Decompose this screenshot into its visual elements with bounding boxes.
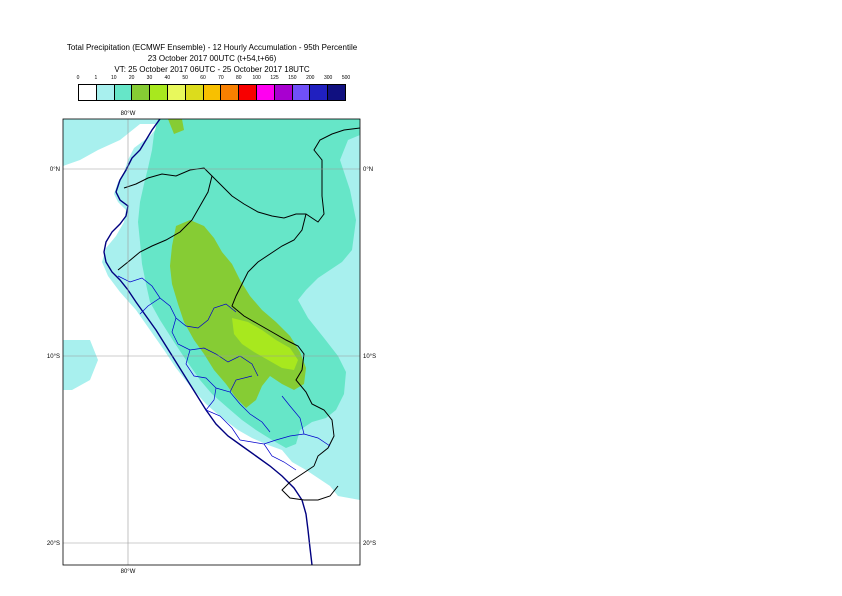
lon-label-bottom: 80°W bbox=[121, 569, 136, 575]
legend-tick-label: 20 bbox=[128, 75, 135, 81]
legend-swatch bbox=[274, 85, 293, 100]
precipitation-legend-bar bbox=[78, 84, 346, 101]
legend-swatch bbox=[150, 85, 168, 100]
legend-tick-label: 50 bbox=[182, 75, 188, 81]
legend-tick-label: 10 bbox=[110, 75, 117, 81]
legend-swatch bbox=[256, 85, 275, 100]
legend-swatch bbox=[203, 85, 222, 100]
valid-time-label: VT: 25 October 2017 06UTC - 25 October 2… bbox=[114, 65, 310, 74]
legend-swatch bbox=[328, 85, 345, 100]
country-border bbox=[123, 127, 360, 223]
legend-tick-label: 60 bbox=[200, 75, 206, 81]
precip-area-light bbox=[63, 340, 98, 390]
graticule bbox=[63, 119, 360, 565]
legend-swatch bbox=[167, 85, 186, 100]
precip-area-lime bbox=[232, 318, 298, 370]
coastline bbox=[103, 119, 313, 565]
legend-swatch bbox=[114, 85, 133, 100]
legend-tick-label: 80 bbox=[236, 75, 242, 81]
lat-label-left-0n: 0°N bbox=[50, 167, 60, 173]
legend-swatch bbox=[292, 85, 311, 100]
lat-label-right-10s: 10°S bbox=[363, 354, 376, 360]
legend-tick-label: 40 bbox=[164, 75, 171, 81]
legend-tick-label: 500 bbox=[341, 75, 351, 81]
legend-tick-label: 150 bbox=[288, 75, 297, 81]
precip-area-green bbox=[168, 119, 184, 134]
legend-swatch bbox=[132, 85, 151, 100]
map-frame bbox=[62, 118, 361, 566]
region-border bbox=[117, 275, 331, 471]
country-border bbox=[117, 175, 213, 271]
legend-tick-label: 0 bbox=[76, 75, 80, 81]
lat-label-right-20s: 20°S bbox=[363, 541, 376, 547]
legend-tick-label: 100 bbox=[252, 75, 261, 81]
map-content bbox=[63, 119, 360, 565]
lon-label-top: 80°W bbox=[121, 111, 136, 117]
lat-label-left-20s: 20°S bbox=[47, 541, 60, 547]
precip-area-light bbox=[63, 119, 110, 155]
legend-tick-label: 200 bbox=[306, 75, 315, 81]
lat-label-left-10s: 10°S bbox=[47, 354, 60, 360]
legend-swatch bbox=[185, 85, 204, 100]
legend-swatch bbox=[239, 85, 257, 100]
legend-swatch bbox=[310, 85, 329, 100]
country-border bbox=[281, 465, 339, 501]
legend-swatch bbox=[96, 85, 115, 100]
legend-tick-labels: 0 1 10 20 30 40 50 60 70 80 100 125 150 200 300 500 bbox=[0, 75, 842, 84]
legend-tick-label: 300 bbox=[323, 75, 333, 81]
legend-tick-label: 125 bbox=[270, 75, 279, 81]
lat-label-right-0n: 0°N bbox=[363, 167, 373, 173]
precip-area-medium bbox=[210, 119, 310, 160]
legend-tick-label: 1 bbox=[94, 75, 98, 81]
legend-tick-label: 30 bbox=[146, 75, 153, 81]
country-border bbox=[231, 213, 335, 467]
legend-tick-label: 70 bbox=[218, 75, 224, 81]
map-title: Total Precipitation (ECMWF Ensemble) - 1… bbox=[66, 43, 358, 52]
legend-swatch bbox=[221, 85, 240, 100]
legend-swatch bbox=[79, 85, 97, 100]
base-time-label: 23 October 2017 00UTC (t+54,t+66) bbox=[147, 54, 277, 63]
